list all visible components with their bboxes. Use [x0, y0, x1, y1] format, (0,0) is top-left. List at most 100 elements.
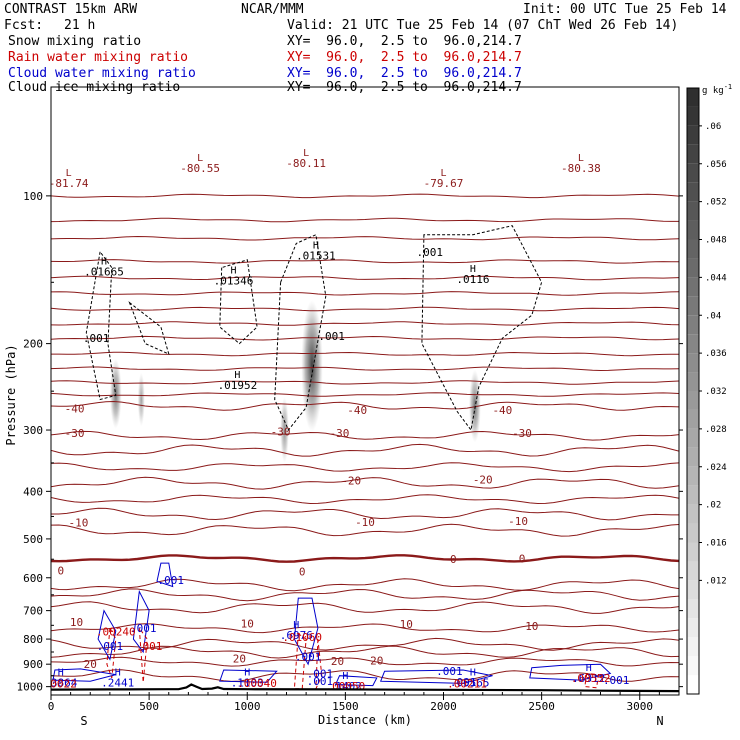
y-tick-label: 300: [23, 424, 43, 437]
colorbar-segment: [687, 409, 699, 429]
temperature-contour-label: -40: [492, 404, 512, 417]
field-xy-rain: XY= 96.0, 2.5 to 96.0,214.7: [287, 50, 522, 65]
temperature-contour-label: 20: [370, 655, 383, 668]
snow-high-value: .01952: [218, 379, 258, 392]
field-name-snow: Snow mixing ratio: [8, 34, 142, 49]
snow-high-value: .001: [318, 330, 345, 343]
rain-water-label-value: .00532: [571, 672, 611, 685]
colorbar-segment: [687, 504, 699, 524]
cloud-water-high-marker: H: [586, 663, 592, 674]
forecast-hour: 21 h: [64, 18, 96, 33]
snow-ice-contour: [421, 225, 543, 432]
colorbar-tick-label: .032: [705, 387, 727, 397]
field-xy-snow: XY= 96.0, 2.5 to 96.0,214.7: [287, 34, 522, 49]
temperature-contour-line: [51, 494, 679, 505]
colorbar-segment: [687, 144, 699, 164]
colorbar-tick-label: .036: [705, 349, 727, 359]
temperature-contour-line: [51, 656, 679, 667]
temperature-contour-label: 20: [331, 655, 344, 668]
cloud-water-high-value: .1103: [231, 676, 264, 689]
temperature-contour-label: -30: [330, 427, 350, 440]
temperature-contour-label: 10: [70, 616, 83, 629]
temperature-contour-line: [51, 669, 679, 682]
x-tick-label: 0: [48, 700, 55, 713]
cloud-water-high-value: .001: [307, 675, 334, 688]
colorbar-segment: [687, 391, 699, 410]
colorbar: .06 .056 .052 .048 .044 .04 .036 .032 .028 .024 .0…: [686, 87, 727, 695]
cloud-water-high-value: .6312: [572, 672, 605, 685]
snow-high-marker: H: [313, 240, 319, 251]
temperature-contour-line: [51, 623, 679, 634]
temperature-contour-line: [51, 275, 679, 281]
cloud-water-high-marker: H: [58, 667, 64, 678]
cloud-water-high-value: .001: [307, 667, 334, 680]
temperature-contour-line: [51, 578, 679, 592]
cloud-water-contour: [379, 669, 493, 684]
y-tick-label: 100: [23, 190, 43, 203]
snow-ice-contour: [128, 301, 170, 355]
temperature-contour-label: -10: [508, 515, 528, 528]
cloud-water-high-value: .001: [450, 676, 477, 689]
temperature-contour-label: -10: [69, 517, 89, 530]
cloud-water-high-value: .001: [295, 650, 322, 663]
snow-high-value: .001: [83, 332, 110, 345]
colorbar-unit: g kg-1: [702, 83, 732, 96]
snow-shading-blob: [301, 300, 323, 432]
temperature-contour-label: -30: [512, 427, 532, 440]
temperature-contour-line: [51, 443, 679, 457]
colorbar-segment: [687, 523, 699, 543]
cloud-water-contour: [156, 562, 174, 588]
freezing-level-contour: [51, 554, 679, 563]
colorbar-segment: [687, 277, 699, 297]
temperature-contour-line: [51, 462, 679, 473]
colorbar-segment: [687, 220, 699, 240]
y-tick-label: 800: [23, 633, 43, 646]
temperature-contour-label: 0: [450, 553, 457, 566]
snow-high-marker: H: [234, 370, 240, 381]
snow-high-value: .01531: [296, 249, 336, 262]
axes: 0 500 1000 1500 2000 2500 30001002003004005006…: [17, 190, 683, 713]
cloud-water-high-value: .001: [130, 622, 157, 635]
colorbar-segment: [687, 296, 699, 316]
colorbar-segment: [687, 447, 699, 467]
temperature-low-marker: L: [303, 148, 309, 159]
colorbar-segment: [687, 315, 699, 335]
cloud-water-high-value: .3864: [44, 676, 77, 689]
cloud-water-high-marker: H: [115, 667, 121, 678]
temperature-contour-label: -40: [347, 404, 367, 417]
x-tick-label: 1500: [332, 700, 359, 713]
temperature-contour-line: [51, 588, 679, 602]
valid-time: Valid: 21 UTC Tue 25 Feb 14 (07 ChT Wed …: [287, 18, 679, 33]
temperature-contour-line: [51, 523, 679, 537]
colorbar-segment: [687, 580, 699, 600]
plot-area: -40 -40 -40-30 -30 -30 -30-20 -20-10 -10 -100 00 0…: [44, 148, 679, 693]
cloud-water-contour: [293, 597, 319, 666]
model-title: CONTRAST 15km ARW: [4, 2, 138, 17]
rain-water-contour: [106, 626, 117, 679]
colorbar-segment: [687, 372, 699, 391]
rain-water-label-value: .00040: [237, 677, 277, 690]
colorbar-tick-label: .052: [705, 198, 727, 208]
colorbar-segment: [687, 618, 699, 638]
rain-water-label-value: .00240: [96, 625, 136, 638]
temperature-contour-line: [51, 392, 679, 397]
colorbar-tick-label: .056: [705, 160, 727, 170]
snow-high-value: .001: [417, 246, 444, 259]
cloud-water-high-value: .001: [157, 574, 184, 587]
forecast-label: Fcst:: [4, 18, 44, 33]
colorbar-tick-label: .024: [705, 463, 727, 473]
x-tick-label: 2000: [430, 700, 457, 713]
temperature-low-value: -80.11: [286, 157, 326, 170]
colorbar-segment: [687, 239, 699, 259]
temperature-low-value: -81.74: [49, 177, 89, 190]
field-xy-cloud-water: XY= 96.0, 2.5 to 96.0,214.7: [287, 66, 522, 81]
colorbar-tick-label: .02: [705, 501, 721, 511]
rain-water-contour: [315, 639, 323, 690]
temperature-contour-line: [51, 366, 679, 372]
y-tick-label: 1000: [17, 681, 44, 694]
snow-ice-contour: [274, 233, 327, 431]
colorbar-tick-label: .04: [705, 311, 721, 321]
rain-water-label-value: .01060: [282, 631, 322, 644]
cloud-water-contour: [132, 589, 150, 654]
